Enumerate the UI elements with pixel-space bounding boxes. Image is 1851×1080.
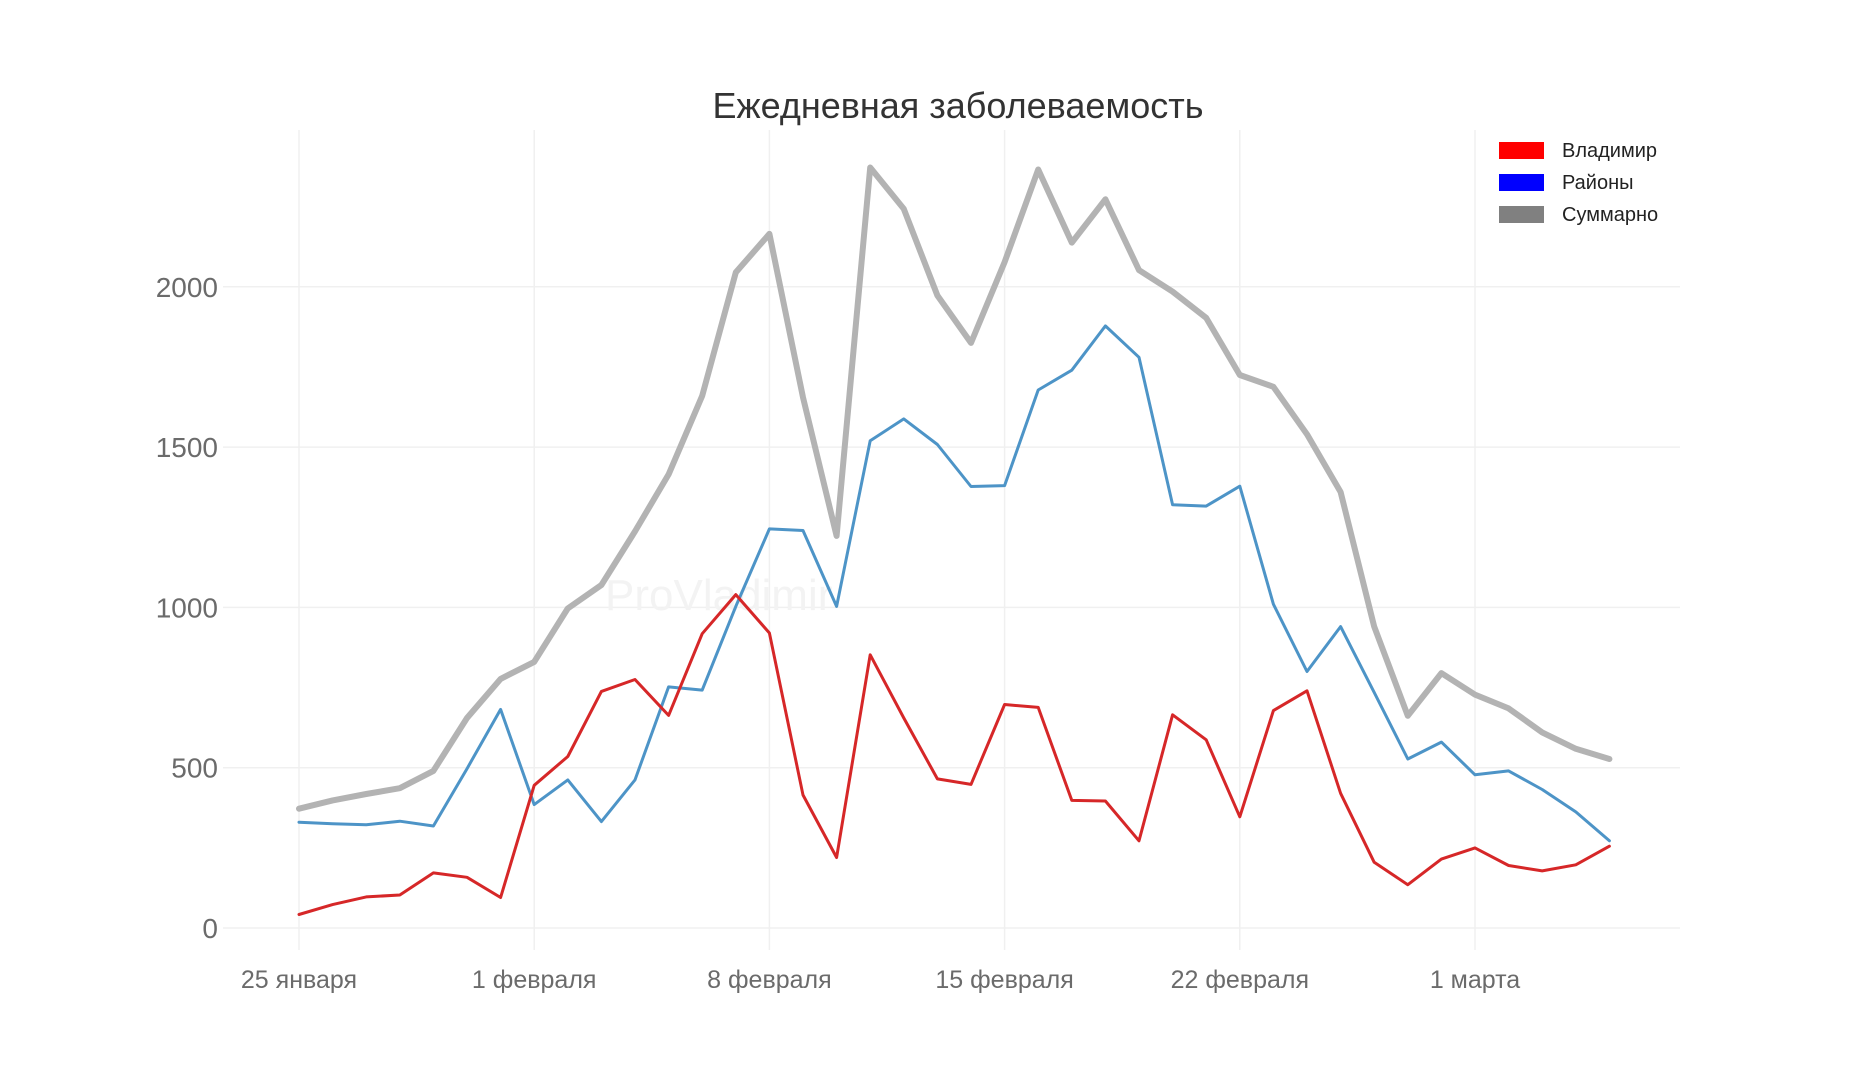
legend-label: Районы [1562, 172, 1634, 194]
x-tick-label: 1 марта [1430, 966, 1520, 994]
x-tick-label: 15 февраля [935, 966, 1073, 994]
series-line-2 [296, 164, 1613, 812]
y-axis-ticks: 0 500 1000 1500 2000 [156, 272, 218, 944]
legend: Владимир Районы Суммарно [1499, 140, 1658, 226]
y-tick-label: 1000 [156, 592, 218, 623]
x-tick-label: 22 февраля [1171, 966, 1309, 994]
x-axis-ticks: 25 января 1 февраля 8 февраля 15 февраля 22 … [241, 966, 1520, 994]
chart-title: Ежедневная заболеваемость [713, 85, 1204, 126]
x-tick-label: 8 февраля [707, 966, 832, 994]
legend-label: Владимир [1562, 140, 1657, 162]
y-tick-label: 500 [171, 753, 218, 784]
series-line-1 [297, 324, 1611, 843]
y-tick-label: 2000 [156, 272, 218, 303]
legend-swatch [1499, 206, 1544, 223]
series-lines [296, 164, 1613, 916]
y-tick-label: 1500 [156, 432, 218, 463]
x-tick-label: 25 января [241, 966, 357, 994]
x-tick-label: 1 февраля [472, 966, 597, 994]
legend-swatch [1499, 142, 1544, 159]
y-tick-label: 0 [202, 913, 218, 944]
grid [223, 130, 1680, 950]
watermark: ProVladimir [605, 571, 832, 620]
legend-swatch [1499, 174, 1544, 191]
series-line-0 [297, 593, 1611, 916]
legend-label: Суммарно [1562, 204, 1658, 226]
